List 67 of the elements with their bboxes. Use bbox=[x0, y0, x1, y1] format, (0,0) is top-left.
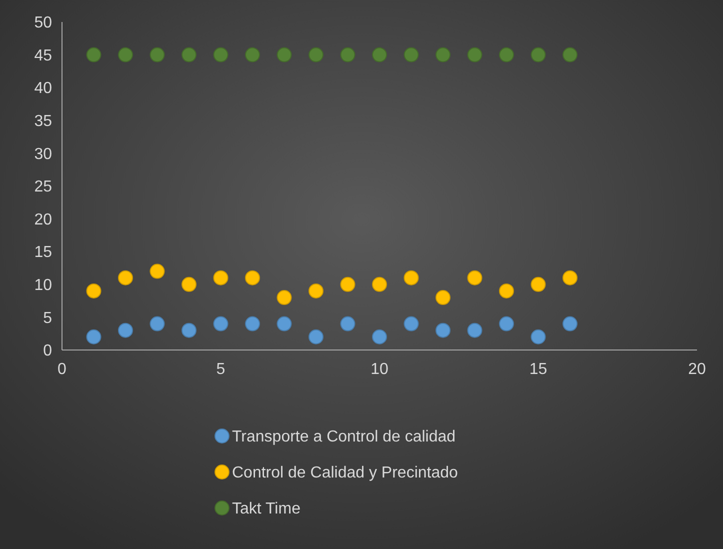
point bbox=[86, 283, 102, 298]
point bbox=[467, 322, 482, 338]
point bbox=[118, 322, 133, 338]
point bbox=[150, 316, 165, 332]
point bbox=[213, 270, 228, 286]
x-tick-label: 15 bbox=[529, 361, 548, 378]
y-tick-label: 20 bbox=[34, 211, 52, 228]
point bbox=[308, 283, 324, 298]
point bbox=[530, 47, 546, 62]
point bbox=[372, 329, 387, 344]
point bbox=[404, 47, 419, 62]
point bbox=[404, 316, 419, 332]
point bbox=[340, 316, 356, 332]
point bbox=[86, 329, 102, 344]
point bbox=[150, 264, 165, 279]
point bbox=[213, 316, 228, 332]
y-tick-label: 5 bbox=[43, 310, 52, 327]
point bbox=[245, 47, 260, 62]
point bbox=[530, 276, 546, 292]
x-tick-label: 5 bbox=[216, 361, 226, 378]
y-tick-label: 25 bbox=[34, 178, 52, 196]
point bbox=[340, 276, 356, 292]
legend-label: Takt Time bbox=[232, 500, 301, 518]
point bbox=[340, 47, 356, 62]
point bbox=[182, 276, 196, 292]
point bbox=[372, 47, 387, 62]
legend-label: Transporte a Control de calidad bbox=[232, 428, 456, 446]
y-tick-label: 15 bbox=[34, 244, 52, 262]
point bbox=[308, 329, 324, 344]
point bbox=[530, 329, 546, 344]
point bbox=[467, 47, 482, 62]
y-tick-label: 35 bbox=[34, 113, 52, 130]
x-tick-label: 10 bbox=[370, 361, 388, 378]
y-tick-label: 10 bbox=[34, 277, 52, 294]
point bbox=[276, 290, 292, 306]
point bbox=[372, 276, 387, 292]
point bbox=[436, 47, 450, 62]
y-tick-label: 30 bbox=[34, 146, 52, 163]
y-tick-label: 45 bbox=[34, 47, 52, 64]
point bbox=[245, 270, 260, 286]
point bbox=[182, 322, 196, 338]
point bbox=[562, 47, 578, 62]
point bbox=[86, 47, 102, 62]
point bbox=[562, 316, 578, 332]
point bbox=[118, 270, 133, 286]
point bbox=[499, 316, 514, 332]
y-tick-label: 40 bbox=[34, 80, 52, 98]
y-tick-label: 0 bbox=[43, 342, 52, 360]
point bbox=[562, 270, 578, 286]
x-tick-label: 20 bbox=[688, 361, 706, 378]
point bbox=[150, 47, 165, 62]
point bbox=[436, 290, 450, 306]
y-tick-label: 50 bbox=[34, 14, 52, 32]
x-tick-label: 0 bbox=[58, 361, 67, 378]
point bbox=[245, 316, 260, 332]
point bbox=[499, 283, 514, 298]
point bbox=[182, 47, 196, 62]
point bbox=[276, 316, 292, 332]
point bbox=[404, 270, 419, 286]
point bbox=[308, 47, 324, 62]
point bbox=[213, 47, 228, 62]
point bbox=[499, 47, 514, 62]
point bbox=[276, 47, 292, 62]
legend-label: Control de Calidad y Precintado bbox=[232, 464, 458, 482]
point bbox=[436, 322, 450, 338]
point bbox=[467, 270, 482, 286]
point bbox=[118, 47, 133, 62]
